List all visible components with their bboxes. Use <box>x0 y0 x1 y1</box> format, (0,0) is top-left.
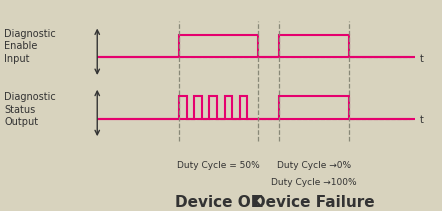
Text: Diagnostic
Status
Output: Diagnostic Status Output <box>4 92 56 127</box>
Text: Duty Cycle = 50%: Duty Cycle = 50% <box>177 161 260 170</box>
Text: t: t <box>420 54 424 64</box>
Text: Duty Cycle →100%: Duty Cycle →100% <box>271 178 357 187</box>
Text: Device Failure: Device Failure <box>253 195 375 210</box>
Text: Duty Cycle →0%: Duty Cycle →0% <box>277 161 351 170</box>
Text: t: t <box>420 115 424 125</box>
Text: Diagnostic
Enable
Input: Diagnostic Enable Input <box>4 29 56 64</box>
Text: Device OK: Device OK <box>175 195 262 210</box>
